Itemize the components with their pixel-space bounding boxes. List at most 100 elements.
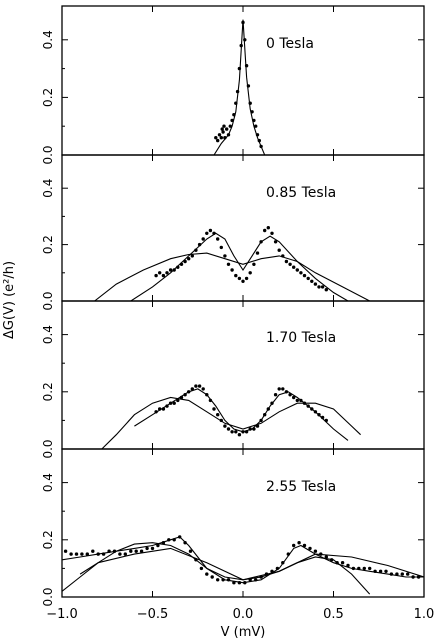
data-point — [281, 561, 285, 565]
data-point — [158, 271, 162, 275]
data-point — [243, 581, 247, 585]
data-point — [275, 566, 280, 571]
data-point — [248, 427, 252, 431]
data-point — [134, 549, 138, 553]
data-point — [168, 268, 173, 272]
data-point — [320, 415, 325, 420]
data-point — [411, 575, 415, 579]
data-point — [295, 398, 299, 403]
data-point — [313, 410, 318, 414]
data-point — [299, 271, 303, 275]
data-point — [241, 279, 245, 283]
data-point — [219, 245, 223, 250]
x-tick-label: 0.0 — [233, 607, 254, 622]
data-point — [270, 401, 274, 405]
data-point — [63, 549, 68, 553]
data-point — [150, 546, 155, 551]
data-point — [190, 254, 194, 258]
x-axis-label: V (mV) — [221, 625, 266, 640]
data-point — [199, 566, 204, 571]
data-point — [324, 418, 328, 423]
data-point — [219, 136, 223, 140]
data-point — [384, 569, 388, 573]
data-point — [230, 268, 234, 272]
fit-curve — [62, 542, 371, 595]
data-point — [214, 136, 218, 140]
data-point — [197, 384, 202, 388]
data-point — [161, 541, 166, 545]
data-point — [273, 393, 278, 397]
data-point — [313, 549, 318, 553]
data-point — [96, 552, 100, 556]
data-point — [270, 231, 274, 235]
data-point — [139, 549, 144, 553]
data-point — [237, 276, 242, 281]
data-point — [319, 552, 323, 556]
data-point — [201, 387, 205, 391]
data-point — [243, 38, 247, 42]
data-point — [225, 127, 229, 131]
data-point — [230, 430, 234, 434]
data-point — [154, 410, 158, 414]
data-point — [226, 262, 231, 266]
data-point — [129, 549, 133, 553]
data-point — [288, 262, 292, 266]
data-point — [178, 535, 182, 539]
data-point — [217, 133, 222, 137]
data-point — [389, 572, 394, 576]
panel-frame — [61, 154, 425, 302]
data-point — [241, 430, 245, 434]
data-point — [183, 541, 187, 545]
data-point — [187, 257, 191, 261]
data-point — [259, 575, 263, 579]
data-point — [183, 259, 187, 264]
data-point — [257, 138, 261, 143]
data-point — [310, 407, 314, 411]
data-point — [264, 572, 269, 576]
data-point — [183, 393, 187, 397]
data-point — [226, 133, 231, 137]
data-point — [234, 101, 238, 105]
data-point — [158, 407, 162, 411]
data-point — [284, 259, 289, 264]
data-point — [232, 113, 236, 117]
data-point — [335, 561, 339, 565]
data-point — [179, 262, 184, 266]
data-point — [223, 136, 227, 140]
data-point — [172, 538, 176, 542]
data-point — [101, 552, 106, 556]
data-point — [281, 254, 285, 258]
data-point — [297, 541, 301, 545]
data-point — [277, 387, 281, 391]
y-tick-label: 0.2 — [41, 382, 55, 401]
data-point — [244, 276, 249, 281]
data-point — [263, 413, 267, 417]
data-point — [219, 418, 223, 423]
data-point — [368, 566, 372, 571]
panel-field-label: 0.85 Tesla — [266, 185, 336, 201]
data-point — [340, 561, 345, 565]
panel-field-label: 0 Tesla — [266, 36, 314, 52]
data-point — [123, 552, 128, 556]
data-point — [220, 127, 224, 131]
data-point — [248, 578, 252, 582]
panel-3: 0.0 0.2 0.4 2.55 Tesla — [41, 448, 425, 607]
data-point — [324, 288, 328, 292]
y-tick-label: 0.0 — [41, 439, 55, 458]
data-point — [281, 387, 285, 391]
data-point — [259, 418, 263, 423]
data-point — [226, 578, 231, 582]
fit-curve — [94, 252, 370, 301]
data-point — [406, 572, 410, 576]
panel-frame — [61, 300, 425, 450]
data-point — [216, 237, 220, 241]
data-point — [221, 578, 225, 582]
fit-curve — [134, 388, 349, 441]
panel-plot-area — [94, 226, 370, 301]
data-point — [74, 552, 79, 556]
panel-frame — [61, 448, 425, 598]
data-point — [254, 578, 258, 582]
data-point — [69, 552, 73, 556]
data-point — [212, 231, 216, 235]
